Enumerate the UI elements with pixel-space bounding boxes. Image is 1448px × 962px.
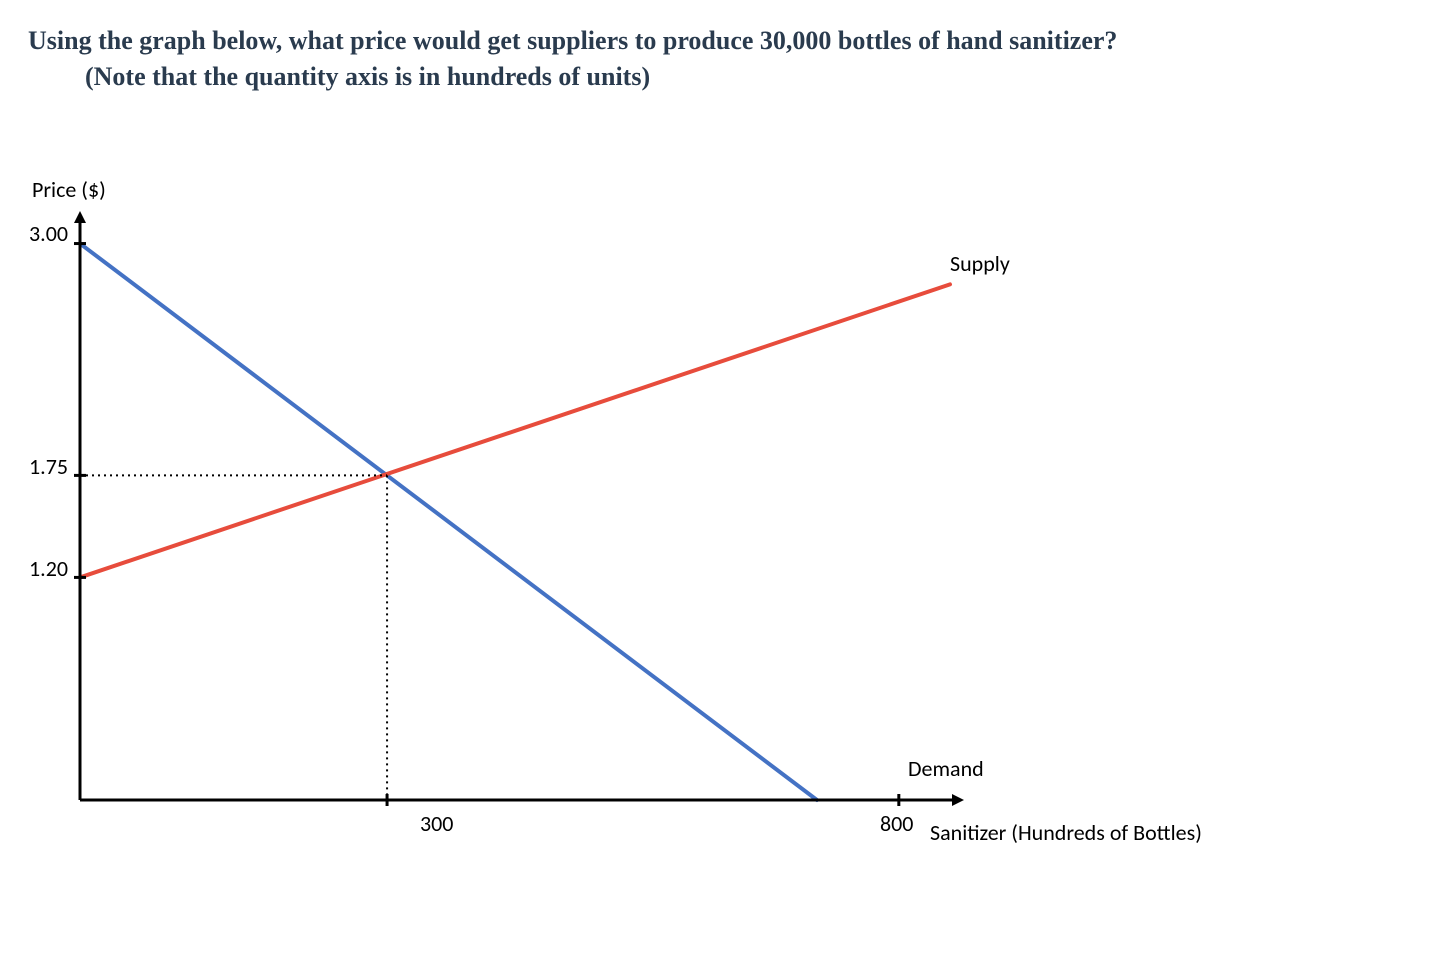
x-tick-300: 300 <box>420 810 453 837</box>
supply-line <box>80 284 950 577</box>
y-tick-300: 3.00 <box>18 220 68 247</box>
y-axis-label: Price ($) <box>32 176 106 203</box>
question-main: Using the graph below, what price would … <box>28 20 1117 62</box>
supply-label: Supply <box>950 250 1010 277</box>
supply-demand-chart <box>0 170 1448 890</box>
x-tick-800: 800 <box>880 810 913 837</box>
x-axis-label: Sanitizer (Hundreds of Bottles) <box>930 819 1202 846</box>
demand-label: Demand <box>908 755 984 782</box>
x-axis-arrow <box>952 794 964 806</box>
chart-container: Price ($) 3.00 1.75 1.20 300 800 Sanitiz… <box>0 170 1448 890</box>
y-tick-175: 1.75 <box>18 453 68 480</box>
demand-line <box>80 244 817 800</box>
y-axis-arrow <box>74 211 86 223</box>
question-note: (Note that the quantity axis is in hundr… <box>85 62 650 92</box>
y-tick-120: 1.20 <box>18 555 68 582</box>
